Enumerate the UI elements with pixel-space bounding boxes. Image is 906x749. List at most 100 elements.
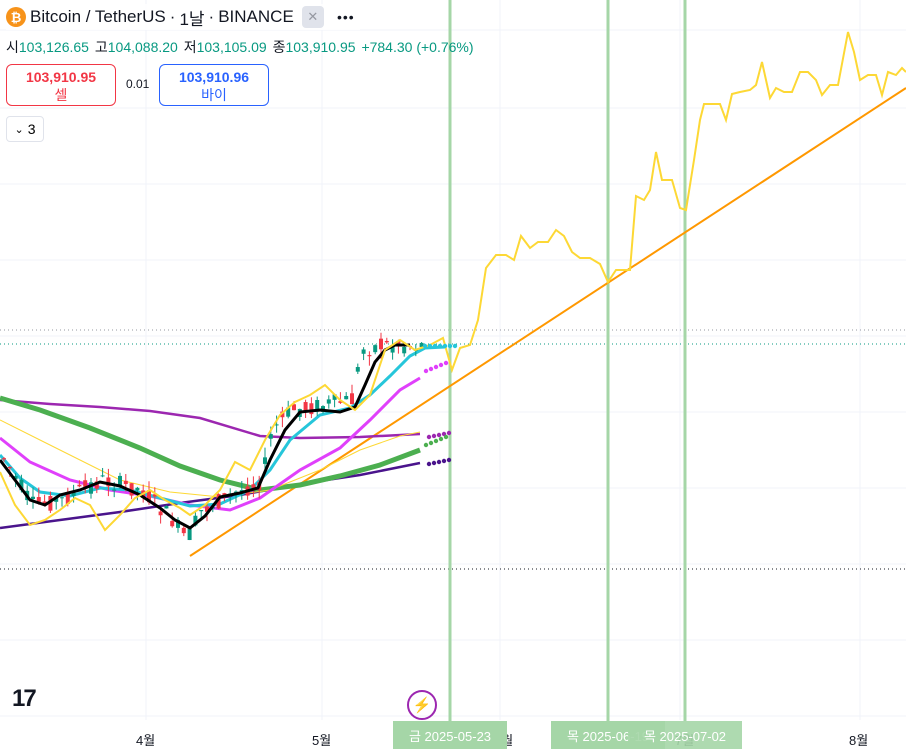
candle-body bbox=[60, 497, 64, 499]
buy-label: 바이 bbox=[201, 87, 227, 103]
tradingview-logo-icon[interactable]: 17 bbox=[12, 685, 37, 713]
candle-body bbox=[135, 487, 140, 491]
candle-body bbox=[71, 492, 76, 497]
spread-value: 0.01 bbox=[126, 77, 150, 91]
candle-body bbox=[216, 494, 221, 509]
indicators-toggle[interactable]: ⌄ 3 bbox=[6, 116, 44, 142]
bitcoin-icon: ₿ bbox=[6, 7, 26, 27]
change-value: +784.30 (+0.76%) bbox=[361, 39, 474, 55]
indicator-dot bbox=[426, 434, 432, 440]
candle-body bbox=[402, 346, 407, 354]
indicator-dot bbox=[431, 460, 437, 466]
candle-body bbox=[100, 475, 105, 477]
separator: · bbox=[169, 7, 176, 26]
candle-body bbox=[199, 510, 204, 512]
candle-body bbox=[129, 483, 134, 496]
indicator-dot bbox=[438, 362, 444, 368]
candle-body bbox=[193, 515, 198, 526]
candle-body bbox=[326, 399, 331, 404]
candle-body bbox=[89, 482, 93, 494]
candle-body bbox=[65, 492, 70, 505]
candle-body bbox=[13, 476, 18, 480]
indicator-dot bbox=[422, 343, 428, 349]
moving-average-magenta bbox=[0, 376, 421, 512]
sell-button[interactable]: 103,910.95 셀 bbox=[6, 64, 116, 106]
symbol-header[interactable]: ₿ Bitcoin / TetherUS · 1날 · BINANCE ✕ ••… bbox=[6, 4, 360, 30]
candle-body bbox=[205, 506, 209, 512]
open-label: 시 bbox=[6, 39, 19, 55]
candle-body bbox=[344, 395, 349, 400]
indicator-dot bbox=[446, 430, 452, 436]
candle-body bbox=[19, 479, 24, 491]
time-tick: 5월 bbox=[312, 733, 332, 748]
candle-body bbox=[112, 489, 117, 491]
candle-body bbox=[355, 367, 360, 372]
candle-body bbox=[152, 494, 157, 497]
separator: · bbox=[208, 7, 215, 26]
candle-body bbox=[2, 458, 6, 460]
indicator-dot bbox=[438, 436, 444, 442]
candle-body bbox=[48, 496, 53, 511]
close-value: 103,910.95 bbox=[285, 39, 356, 55]
more-horizontal-icon[interactable]: ••• bbox=[336, 9, 355, 25]
indicator-dot bbox=[428, 440, 434, 446]
lightning-icon[interactable]: ⚡ bbox=[407, 690, 437, 720]
interval-label[interactable]: 1날 bbox=[179, 9, 205, 29]
candle-body bbox=[280, 411, 285, 418]
candle-body bbox=[176, 519, 180, 528]
low-label: 저 bbox=[183, 39, 197, 55]
candle-body bbox=[367, 355, 372, 357]
indicator-dot bbox=[446, 457, 452, 463]
close-icon[interactable]: ✕ bbox=[301, 6, 324, 28]
candle-body bbox=[83, 480, 88, 487]
indicator-dot bbox=[423, 368, 429, 374]
candle-body bbox=[373, 345, 378, 353]
candle-body bbox=[181, 527, 186, 534]
candle-body bbox=[361, 349, 366, 354]
candle-body bbox=[123, 480, 128, 485]
candle-body bbox=[384, 340, 389, 343]
time-tick: 8월 bbox=[849, 733, 869, 748]
candle-body bbox=[292, 404, 296, 411]
trend-line[interactable] bbox=[189, 87, 906, 557]
indicator-dot bbox=[426, 461, 432, 467]
candle-body bbox=[390, 347, 395, 353]
sell-label: 셀 bbox=[54, 87, 68, 103]
moving-average-black bbox=[0, 343, 410, 530]
low-value: 103,105.09 bbox=[196, 39, 267, 55]
buy-price: 103,910.96 bbox=[178, 69, 250, 85]
candle-body bbox=[94, 481, 99, 489]
candle-body bbox=[31, 496, 35, 500]
indicator-dot bbox=[441, 458, 447, 464]
date-marker-label: 목 2025-07-02 bbox=[628, 721, 742, 749]
indicator-count: 3 bbox=[27, 121, 36, 137]
candle-body bbox=[54, 497, 59, 502]
candle-body bbox=[274, 424, 279, 426]
candle-body bbox=[187, 528, 192, 541]
indicator-dot bbox=[427, 343, 433, 349]
buy-button[interactable]: 103,910.96 바이 bbox=[159, 64, 269, 106]
open-value: 103,126.65 bbox=[18, 39, 89, 55]
candle-body bbox=[303, 402, 308, 411]
candle-body bbox=[164, 506, 169, 509]
close-label: 종 bbox=[272, 39, 286, 55]
candle-body bbox=[147, 490, 151, 503]
moving-average-green bbox=[0, 395, 421, 493]
candle-body bbox=[170, 520, 175, 527]
indicator-dot bbox=[431, 433, 437, 439]
chart-grid bbox=[0, 0, 906, 720]
indicator-dot bbox=[436, 432, 442, 438]
candle-body bbox=[251, 484, 256, 488]
indicator-dot bbox=[436, 459, 442, 465]
logo-text: 17 bbox=[12, 685, 37, 712]
indicator-dot bbox=[432, 343, 438, 349]
ohlc-readout: 시103,126.65 고104,088.20 저103,105.09 종103… bbox=[6, 37, 474, 57]
indicator-dot bbox=[428, 366, 434, 372]
price-projection-line bbox=[0, 31, 906, 532]
indicator-dot bbox=[443, 360, 449, 366]
candle-body bbox=[309, 403, 314, 415]
candle-body bbox=[263, 457, 267, 464]
symbol-name[interactable]: Bitcoin / TetherUS bbox=[30, 7, 166, 26]
candle-body bbox=[332, 394, 337, 400]
